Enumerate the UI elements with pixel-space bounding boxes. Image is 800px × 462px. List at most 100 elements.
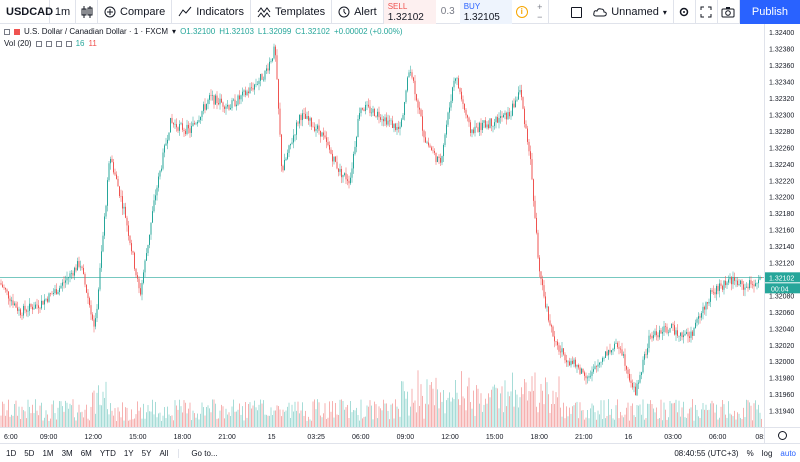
series-title[interactable]: U.S. Dollar / Canadian Dollar · 1 · FXCM: [24, 27, 169, 36]
candle-body: [20, 309, 21, 316]
volume-bar: [218, 418, 219, 427]
chart-settings-corner[interactable]: [764, 427, 800, 443]
quantity-stepper[interactable]: + −: [532, 0, 548, 24]
range-1d[interactable]: 1D: [6, 448, 17, 458]
symbol-search[interactable]: USDCAD: [0, 0, 53, 24]
eye-icon[interactable]: [35, 40, 42, 47]
candle-body: [527, 128, 528, 142]
volume-bar: [374, 401, 375, 427]
volume-bar: [668, 417, 669, 427]
sell-button[interactable]: SELL 1.32102: [383, 0, 436, 24]
volume-bar: [449, 392, 450, 427]
volume-bar: [228, 412, 230, 427]
chevron-down-icon[interactable]: ▾: [172, 27, 177, 36]
volume-bar: [485, 398, 486, 427]
volume-bar: [519, 397, 521, 427]
candle-body: [270, 61, 272, 62]
volume-bar: [428, 404, 429, 427]
candle-body: [273, 46, 275, 59]
percent-toggle[interactable]: %: [746, 449, 754, 458]
chart-style-button[interactable]: [76, 0, 98, 24]
candle-body: [513, 103, 515, 108]
indicators-button[interactable]: Indicators: [172, 0, 251, 24]
volume-bar: [143, 403, 144, 427]
range-1m[interactable]: 1M: [42, 448, 54, 458]
auto-toggle[interactable]: auto: [780, 449, 796, 458]
info-button[interactable]: i: [512, 0, 532, 24]
chart-pane[interactable]: [0, 24, 764, 427]
volume-bar: [443, 390, 444, 427]
range-6m[interactable]: 6M: [80, 448, 92, 458]
settings-icon[interactable]: [45, 40, 52, 47]
chevron-down-icon: ▾: [662, 7, 667, 17]
snapshot-button[interactable]: [718, 0, 740, 24]
publish-button[interactable]: Publish: [739, 0, 800, 24]
range-all[interactable]: All: [159, 448, 169, 458]
volume-bar: [219, 410, 221, 427]
volume-bar: [711, 400, 713, 427]
volume-label[interactable]: Vol (20): [4, 39, 32, 48]
close-icon[interactable]: [55, 40, 62, 47]
volume-bar: [408, 415, 410, 427]
candle-body: [51, 293, 53, 295]
candle-body: [227, 105, 228, 107]
collapse-legend-icon[interactable]: [4, 28, 10, 35]
compare-button[interactable]: Compare: [98, 0, 173, 24]
minus-icon[interactable]: −: [537, 11, 543, 22]
more-icon[interactable]: [65, 40, 72, 47]
volume-bar: [353, 409, 354, 427]
interval-selector[interactable]: 1m: [50, 0, 76, 24]
volume-bar: [314, 399, 315, 427]
volume-bar: [554, 404, 555, 427]
log-toggle[interactable]: log: [761, 449, 773, 458]
candle-body: [407, 77, 408, 91]
settings-button[interactable]: [674, 0, 696, 24]
volume-bar: [50, 418, 51, 427]
candle-body: [236, 104, 237, 107]
volume-bar: [548, 394, 549, 427]
plus-icon[interactable]: +: [537, 1, 543, 12]
alert-button[interactable]: Alert: [332, 0, 384, 24]
candle-body: [677, 330, 678, 336]
volume-bar: [701, 409, 702, 427]
volume-bar: [455, 379, 456, 427]
volume-bar: [657, 418, 659, 427]
candle-body: [632, 382, 633, 388]
volume-bar: [539, 402, 540, 427]
current-price-label: 1.32102: [769, 275, 794, 282]
volume-bar: [174, 400, 176, 427]
range-5y[interactable]: 5Y: [141, 448, 152, 458]
range-3m[interactable]: 3M: [61, 448, 73, 458]
volume-bar: [6, 410, 8, 427]
candle-body: [515, 100, 516, 108]
candle-body: [387, 120, 389, 125]
candle-body: [524, 108, 525, 125]
time-axis[interactable]: 6:00 09:00 12:00 15:00 18:00 21:00 15 03:25 06:0…: [0, 427, 769, 443]
templates-button[interactable]: Templates: [251, 0, 333, 24]
volume-bar: [749, 402, 750, 427]
candle-body: [396, 126, 398, 130]
price-tick-label: 1.32020: [769, 343, 794, 350]
fullscreen-button[interactable]: [696, 0, 718, 24]
layout-menu[interactable]: Unnamed ▾: [587, 0, 674, 24]
volume-bar: [524, 379, 525, 427]
candle-body: [351, 168, 353, 178]
goto-button[interactable]: Go to...: [178, 448, 218, 458]
price-chart[interactable]: [0, 24, 764, 427]
buy-button[interactable]: BUY 1.32105: [459, 0, 512, 24]
clock[interactable]: 08:40:55 (UTC+3): [674, 449, 739, 458]
range-ytd[interactable]: YTD: [99, 448, 116, 458]
price-axis[interactable]: 1.32400 1.32380 1.32360 1.32340 1.32320 1.323…: [764, 24, 800, 427]
volume-bar: [36, 410, 38, 427]
volume-bar: [401, 381, 402, 427]
candle-body: [269, 61, 270, 71]
volume-bar: [753, 403, 755, 427]
fullscreen-box-button[interactable]: [565, 0, 587, 24]
volume-bar: [30, 413, 32, 427]
price-tick-label: 1.31960: [769, 392, 794, 399]
price-tick-label: 1.32060: [769, 310, 794, 317]
range-1y[interactable]: 1Y: [123, 448, 134, 458]
range-5d[interactable]: 5D: [24, 448, 35, 458]
candle-body: [357, 118, 359, 137]
volume-bar: [15, 400, 17, 427]
